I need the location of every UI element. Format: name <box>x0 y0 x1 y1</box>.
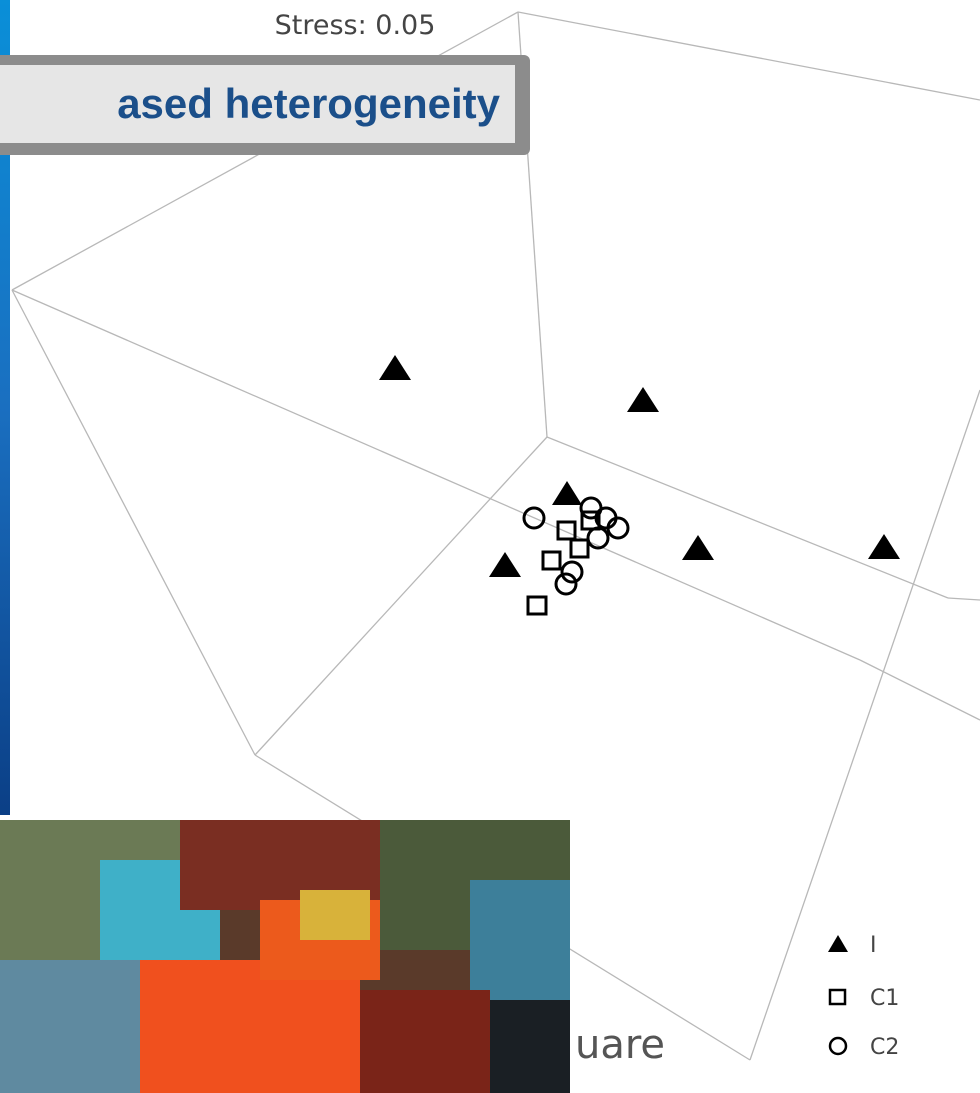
caption-text: uare <box>575 1022 665 1068</box>
legend: I C1 C2 <box>828 933 899 1060</box>
points-c <box>522 496 630 616</box>
plot-box <box>11 11 980 1061</box>
legend-marker <box>828 1036 848 1056</box>
legend-marker <box>828 935 848 952</box>
banner-fill <box>0 65 515 143</box>
legend-label: I <box>870 933 877 958</box>
legend-label: C2 <box>870 1035 899 1060</box>
stress-label: Stress: 0.05 <box>275 10 436 41</box>
banner-title: ased heterogeneity <box>117 80 500 127</box>
legend-label: C1 <box>870 986 899 1011</box>
side-strip <box>0 0 10 815</box>
points-i <box>379 355 900 577</box>
photo <box>0 820 570 1093</box>
legend-marker <box>828 988 847 1006</box>
